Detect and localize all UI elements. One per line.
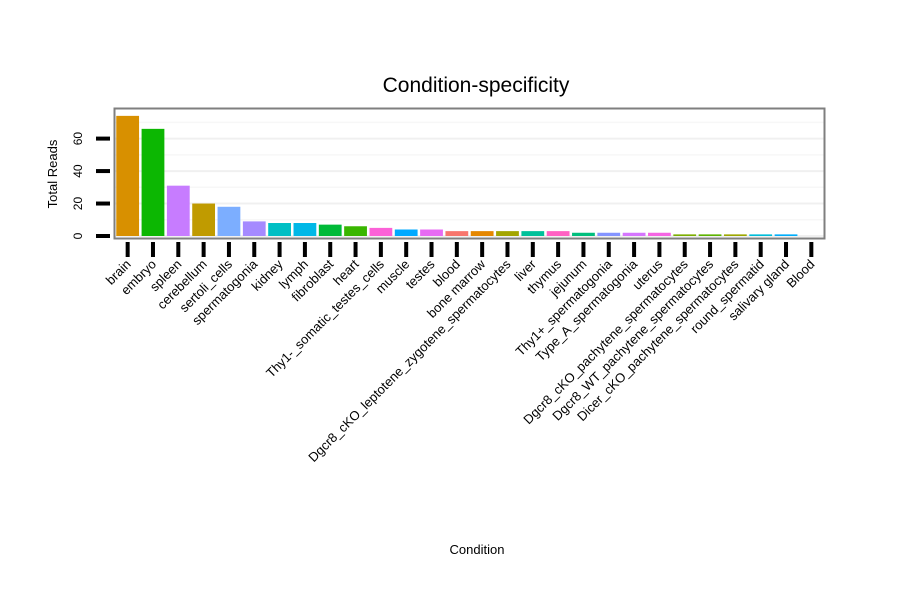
- bar-lymph: [293, 223, 317, 236]
- bar-brain: [116, 115, 140, 236]
- y-tick-label: 60: [71, 132, 85, 146]
- bar-sertoli-cells: [217, 206, 241, 236]
- bar-dgcr8-wt-pachytene-spermatocytes: [698, 234, 722, 236]
- bar-liver: [521, 231, 545, 236]
- bar-kidney: [268, 223, 291, 236]
- bar-thy1-somatic-testes-cells: [369, 227, 393, 236]
- bar-salivary-gland: [774, 234, 798, 236]
- y-tick-label: 20: [71, 197, 85, 211]
- bar-thy1-spermatogonia: [597, 232, 621, 236]
- bar-bone-marrow: [470, 231, 494, 236]
- bar-thymus: [546, 231, 570, 236]
- x-axis-title: Condition: [450, 542, 505, 557]
- y-axis-ticks: 0 20 40 60: [71, 132, 110, 239]
- bar-heart: [344, 226, 367, 236]
- bar-spermatogonia: [242, 221, 266, 236]
- bar-cerebellum: [192, 203, 216, 236]
- y-tick-label: 40: [71, 164, 85, 178]
- x-tick-label: testes: [403, 256, 438, 291]
- x-tick-label: Blood: [783, 257, 817, 291]
- bar-jejunum: [572, 232, 595, 236]
- chart-title: Condition-specificity: [383, 74, 570, 97]
- y-axis-title: Total Reads: [45, 139, 60, 208]
- bar-embryo: [141, 128, 165, 236]
- bar-testes: [420, 229, 443, 236]
- plot-panel-border: [113, 107, 826, 240]
- bar-muscle: [394, 229, 418, 236]
- bar-dicer-cko-pachytene-spermatocytes: [723, 234, 747, 236]
- bar-spleen: [166, 185, 190, 236]
- bar-uterus: [648, 232, 671, 236]
- bar-type-a-spermatogonia: [622, 232, 646, 236]
- bar-dgcr8-cko-pachytene-spermatocytes: [673, 234, 697, 236]
- bar-fibroblast: [318, 224, 342, 236]
- bar-round-spermatid: [749, 234, 773, 236]
- bars: [116, 115, 798, 236]
- y-tick-label: 0: [71, 232, 85, 239]
- x-axis-ticks: [125, 242, 814, 257]
- bar-dgcr8-cko-leptotene-zygotene-spermatocytes: [496, 231, 519, 236]
- x-axis-category-labels: brainembryospleencerebellumsertoli_cells…: [103, 256, 818, 465]
- bar-blood: [445, 231, 469, 236]
